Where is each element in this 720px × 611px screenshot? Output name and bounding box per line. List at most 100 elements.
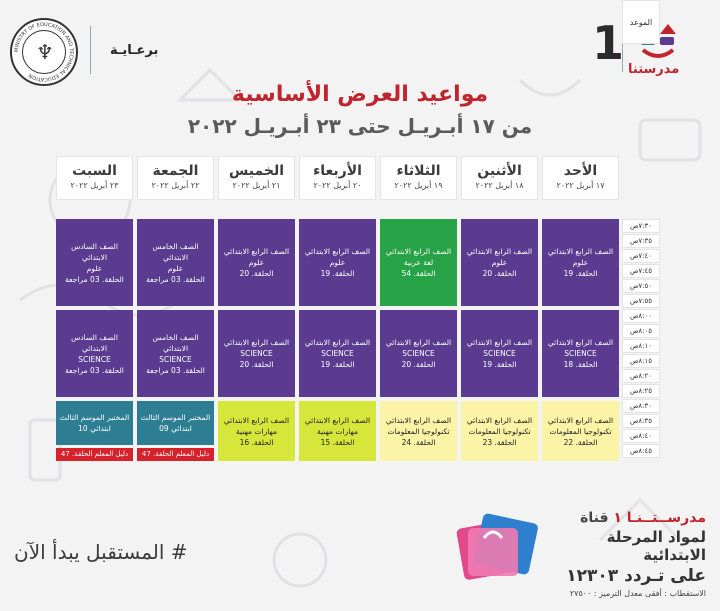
program-block: الصف الرابع الابتدائي SCIENCE الحلقة. 20 xyxy=(218,310,295,397)
program-episode: الحلقة. 03 مراجعة xyxy=(146,274,205,284)
channel-name: مدرســتــنـا ١ xyxy=(613,510,706,526)
program-block: الصف الرابع الابتدائي تكنولوجيا المعلومات… xyxy=(380,401,457,461)
divider xyxy=(90,26,91,74)
page-title: مواعيد العرض الأساسية xyxy=(231,82,489,107)
program-episode: الحلقة. 19 xyxy=(320,360,355,369)
time-slot: ٧:٤٥ص xyxy=(622,264,660,278)
sponsor-label: برعـايـة xyxy=(110,43,159,58)
page-subtitle: من ١٧ أبـريـل حتى ٢٣ أبـريـل ٢٠٢٢ xyxy=(187,114,533,138)
time-slot: ٨:٠٥ص xyxy=(622,324,660,338)
program-grade: الصف الرابع الابتدائي xyxy=(547,415,614,425)
channel-technical: الاستقطاب : أفقى معدل الترميز : ٢٧٥٠٠ xyxy=(569,589,706,598)
day-name: الأحد xyxy=(563,163,598,179)
program-subject: مهارات مهنية xyxy=(317,426,358,436)
eagle-icon: ♆ xyxy=(36,40,54,64)
program-subject: مهارات مهنية xyxy=(236,426,277,436)
program-episode: الحلقة. 03 مراجعة xyxy=(65,274,124,284)
program-block: الصف الرابع الابتدائي علوم الحلقة. 20 xyxy=(218,219,295,306)
time-slot: ٨:١٥ص xyxy=(622,354,660,368)
program-subject: تكنولوجيا المعلومات xyxy=(468,426,531,436)
time-slot: ٨:٤٥ص xyxy=(622,444,660,458)
channel-label: قناة xyxy=(580,510,609,526)
program-grade: الصف الرابع الابتدائي xyxy=(385,338,452,347)
day-date: ١٩ أبريل ٢٠٢٢ xyxy=(394,181,443,190)
time-slot: ٧:٥٥ص xyxy=(622,294,660,308)
divider xyxy=(622,24,623,72)
program-block: الصف الرابع الابتدائي علوم الحلقة. 19 xyxy=(299,219,376,306)
hashtag-slogan: # المستقبل يبدأ الآن xyxy=(14,540,188,564)
program-block: الصف الرابع الابتدائي تكنولوجيا المعلومات… xyxy=(542,401,619,461)
program-episode: الحلقة. 03 مراجعة xyxy=(65,365,124,375)
program-block: الصف السادس الابتدائي علوم الحلقة. 03 مراج… xyxy=(56,219,133,306)
day-name: الأربعاء xyxy=(313,163,362,179)
program-grade: الصف الرابع الابتدائي xyxy=(385,247,452,256)
program-grade: المختبر الموسم الثالث xyxy=(59,413,130,422)
program-block: الصف الرابع الابتدائي علوم الحلقة. 20 xyxy=(461,219,538,306)
program-grade: الصف السادس الابتدائي xyxy=(71,332,118,353)
day-header: الجمعة ٢٢ أبريل ٢٠٢٢ xyxy=(137,156,214,200)
program-subject: تكنولوجيا المعلومات xyxy=(549,426,612,436)
program-episode: الحلقة. 03 مراجعة xyxy=(146,365,205,375)
program-episode: الحلقة. 19 xyxy=(320,269,355,278)
program-grade: الصف الرابع الابتدائي xyxy=(385,415,452,425)
time-slot: ٧:٣٠ص xyxy=(622,219,660,233)
time-slot: ٧:٣٥ص xyxy=(622,234,660,248)
program-subject: تكنولوجيا المعلومات xyxy=(387,426,450,436)
program-subject: علوم xyxy=(86,263,103,273)
day-name: الثلاثاء xyxy=(396,163,441,179)
program-episode: الحلقة. 19 xyxy=(482,360,517,369)
program-block: الصف الرابع الابتدائي تكنولوجيا المعلومات… xyxy=(461,401,538,461)
day-header: الأربعاء ٢٠ أبريل ٢٠٢٢ xyxy=(299,156,376,200)
time-slot: ٨:٤٠ص xyxy=(622,429,660,443)
program-block: الصف الرابع الابتدائي مهارات مهنية الحلقة.… xyxy=(218,401,295,461)
time-column-header: الموعد xyxy=(622,0,660,44)
program-episode: الحلقة. 23 xyxy=(482,437,517,447)
day-header: الأثنين ١٨ أبريل ٢٠٢٢ xyxy=(461,156,538,200)
program-grade: الصف الرابع الابتدائي xyxy=(223,247,290,256)
teacher-guide-ribbon: دليل المعلم الحلقة. 47 xyxy=(56,448,133,461)
time-slot: ٧:٥٠ص xyxy=(622,279,660,293)
day-header: السبت ٢٣ أبريل ٢٠٢٢ xyxy=(56,156,133,200)
program-subject: SCIENCE xyxy=(78,354,111,364)
time-slot: ٨:٣٠ص xyxy=(622,399,660,413)
program-episode: الحلقة. 18 xyxy=(563,360,598,369)
program-subject: ابتدائي 10 xyxy=(78,424,111,433)
program-block: الصف الرابع الابتدائي مهارات مهنية الحلقة.… xyxy=(299,401,376,461)
program-episode: الحلقة. 54 xyxy=(401,269,436,278)
program-grade: الصف الرابع الابتدائي xyxy=(466,247,533,256)
program-block: الصف السادس الابتدائي SCIENCE الحلقة. 03 م… xyxy=(56,310,133,397)
day-name: الجمعة xyxy=(152,163,199,179)
program-subject: علوم xyxy=(248,258,265,267)
program-subject: SCIENCE xyxy=(321,349,354,358)
program-episode: الحلقة. 20 xyxy=(401,360,436,369)
program-episode: الحلقة. 16 xyxy=(239,437,274,447)
program-grade: الصف الرابع الابتدائي xyxy=(223,338,290,347)
channel-subject: لمواد المرحلة الابتدائية xyxy=(606,528,706,564)
program-subject: علوم xyxy=(572,258,589,267)
program-episode: الحلقة. 20 xyxy=(482,269,517,278)
program-subject: SCIENCE xyxy=(159,354,192,364)
program-subject: SCIENCE xyxy=(564,349,597,358)
program-episode: الحلقة. 20 xyxy=(239,360,274,369)
program-block: الصف الرابع الابتدائي علوم الحلقة. 19 xyxy=(542,219,619,306)
day-header: الثلاثاء ١٩ أبريل ٢٠٢٢ xyxy=(380,156,457,200)
program-subject: SCIENCE xyxy=(240,349,273,358)
day-date: ١٧ أبريل ٢٠٢٢ xyxy=(556,181,605,190)
teacher-guide-ribbon: دليل المعلم الحلقة. 47 xyxy=(137,448,214,461)
day-date: ٢٢ أبريل ٢٠٢٢ xyxy=(151,181,200,190)
day-date: ٢٣ أبريل ٢٠٢٢ xyxy=(70,181,119,190)
program-subject: علوم xyxy=(329,258,346,267)
program-block: الصف الرابع الابتدائي SCIENCE الحلقة. 20 xyxy=(380,310,457,397)
program-grade: الصف الرابع الابتدائي xyxy=(466,415,533,425)
time-slot: ٨:٢٠ص xyxy=(622,369,660,383)
program-grade: الصف الرابع الابتدائي xyxy=(304,247,371,256)
program-block: الصف الخامس الابتدائي علوم الحلقة. 03 مراج… xyxy=(137,219,214,306)
program-grade: الصف الخامس الابتدائي xyxy=(152,241,199,262)
day-header: الخميس ٢١ أبريل ٢٠٢٢ xyxy=(218,156,295,200)
folder-icon xyxy=(456,513,538,580)
day-date: ٢١ أبريل ٢٠٢٢ xyxy=(232,181,281,190)
day-date: ١٨ أبريل ٢٠٢٢ xyxy=(475,181,524,190)
program-block: الصف الرابع الابتدائي SCIENCE الحلقة. 19 xyxy=(299,310,376,397)
program-subject: علوم xyxy=(167,263,184,273)
program-grade: الصف السادس الابتدائي xyxy=(71,241,118,262)
